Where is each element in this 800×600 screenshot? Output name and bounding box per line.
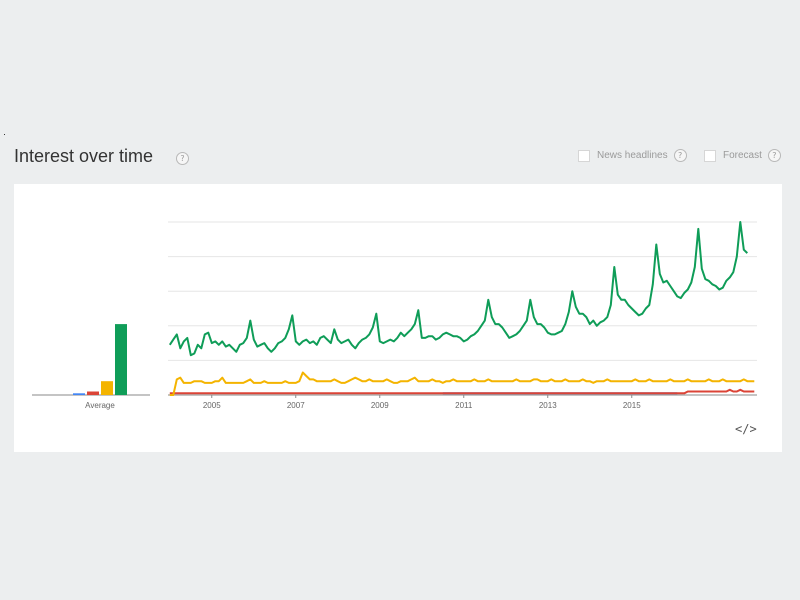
embed-code-icon[interactable]: </> bbox=[735, 422, 757, 436]
news-headlines-checkbox[interactable] bbox=[578, 149, 590, 162]
average-bar bbox=[87, 391, 99, 395]
chart-panel: Average 2005 2007 2009 2011 2013 2015 </> bbox=[14, 184, 782, 452]
x-tick-label: 2013 bbox=[539, 401, 557, 410]
x-tick-label: 2015 bbox=[623, 401, 641, 410]
stray-dot bbox=[4, 134, 5, 135]
average-bar bbox=[101, 381, 113, 395]
series-line-yellow bbox=[169, 371, 755, 396]
average-label: Average bbox=[85, 401, 115, 410]
news-headlines-label: News headlines bbox=[597, 150, 668, 161]
forecast-help-icon[interactable]: ? bbox=[767, 149, 781, 162]
news-headlines-option[interactable]: News headlines ? bbox=[578, 149, 687, 162]
forecast-checkbox[interactable] bbox=[704, 149, 716, 162]
series-line-red bbox=[169, 388, 755, 395]
x-tick-label: 2009 bbox=[371, 401, 389, 410]
x-tick-label: 2005 bbox=[203, 401, 221, 410]
forecast-label: Forecast bbox=[723, 150, 762, 161]
help-icon[interactable]: ? bbox=[176, 152, 189, 165]
series-line-green bbox=[168, 221, 748, 357]
x-tick-label: 2007 bbox=[287, 401, 305, 410]
page-title: Interest over time bbox=[14, 146, 154, 166]
x-tick-label: 2011 bbox=[455, 401, 473, 410]
interest-chart[interactable]: Average 2005 2007 2009 2011 2013 2015 bbox=[14, 184, 782, 452]
average-bar bbox=[73, 393, 85, 395]
news-headlines-help-icon[interactable]: ? bbox=[673, 149, 687, 162]
forecast-option[interactable]: Forecast ? bbox=[704, 149, 781, 162]
average-bar bbox=[115, 324, 127, 395]
